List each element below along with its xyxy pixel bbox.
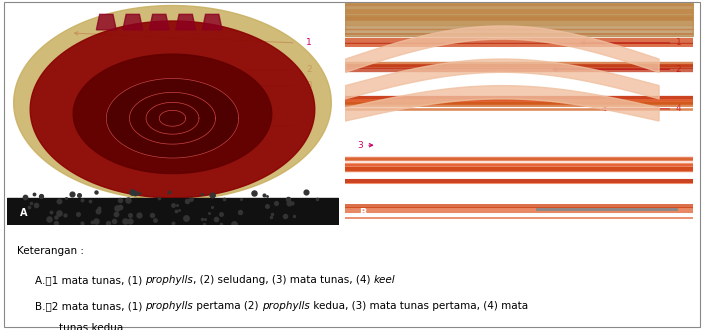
- Text: 3: 3: [357, 141, 363, 150]
- Polygon shape: [202, 15, 222, 30]
- Text: tunas kedua: tunas kedua: [59, 323, 123, 330]
- Polygon shape: [149, 15, 169, 30]
- Text: keel: keel: [374, 275, 396, 285]
- Text: prophylls: prophylls: [146, 301, 193, 311]
- Text: 2: 2: [676, 65, 681, 74]
- Polygon shape: [159, 110, 186, 126]
- Text: B.	2 mata tunas, (1): B. 2 mata tunas, (1): [34, 301, 146, 311]
- Text: pertama (2): pertama (2): [193, 301, 262, 311]
- Text: prophylls: prophylls: [262, 301, 310, 311]
- Text: B: B: [359, 208, 366, 217]
- Text: , (2) seludang, (3) mata tunas, (4): , (2) seludang, (3) mata tunas, (4): [193, 275, 374, 285]
- Polygon shape: [30, 21, 315, 198]
- Polygon shape: [106, 79, 239, 158]
- Text: 3: 3: [306, 81, 312, 90]
- Polygon shape: [122, 15, 143, 30]
- Text: 1: 1: [306, 38, 312, 48]
- Polygon shape: [176, 15, 196, 30]
- Polygon shape: [146, 102, 199, 134]
- Text: 4: 4: [676, 104, 681, 114]
- Text: Keterangan :: Keterangan :: [18, 246, 84, 256]
- Text: A.	1 mata tunas, (1): A. 1 mata tunas, (1): [34, 275, 145, 285]
- Polygon shape: [73, 54, 272, 174]
- Text: 2: 2: [306, 65, 312, 74]
- Text: A: A: [20, 208, 27, 217]
- Text: kedua, (3) mata tunas pertama, (4) mata: kedua, (3) mata tunas pertama, (4) mata: [310, 301, 528, 311]
- Text: prophylls: prophylls: [145, 275, 193, 285]
- Polygon shape: [96, 15, 116, 30]
- Polygon shape: [130, 92, 215, 144]
- Text: 4: 4: [306, 121, 312, 130]
- Text: 1: 1: [676, 38, 681, 48]
- Polygon shape: [13, 6, 332, 200]
